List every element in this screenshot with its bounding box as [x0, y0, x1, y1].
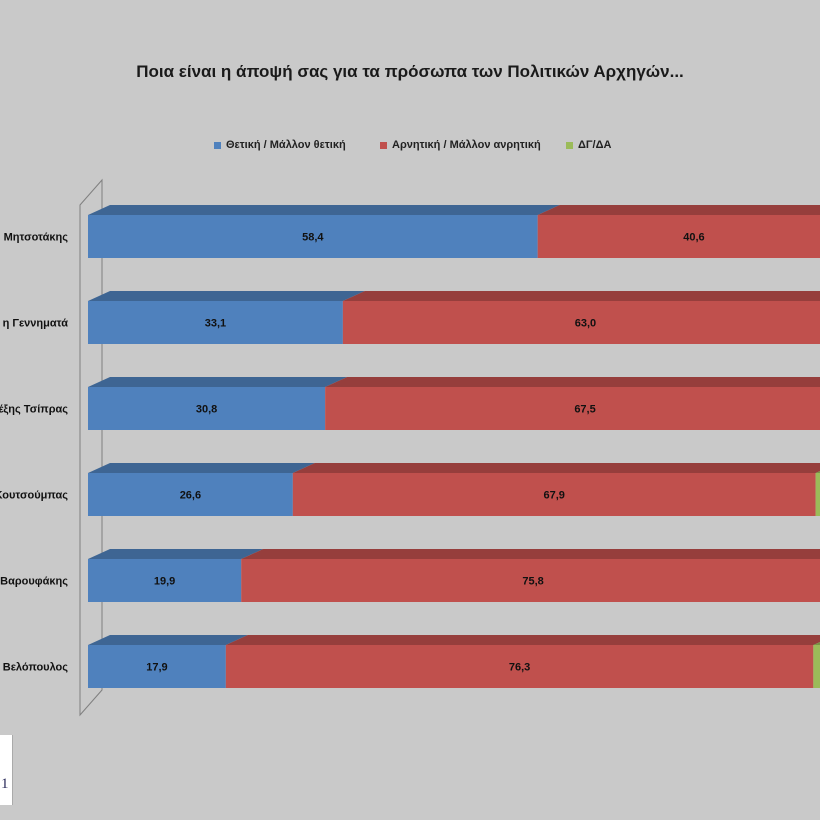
chart-legend: Θετική / Μάλλον θετική Αρνητική / Μάλλον…: [0, 139, 820, 155]
bar-negative-5: [225, 645, 814, 688]
bar-top-negative-1: [342, 291, 820, 301]
legend-swatch-positive: [214, 141, 221, 149]
category-label-1: η Γεννηματά: [3, 318, 69, 330]
bar-positive-2: [88, 387, 326, 430]
data-label-negative-1: 63,0: [575, 318, 596, 330]
bar-top-positive-5: [88, 635, 248, 645]
legend-label-undecided: ΔΓ/ΔΑ: [578, 139, 612, 151]
bar-top-positive-4: [88, 549, 264, 559]
legend-swatch-negative: [380, 141, 387, 149]
legend-label-positive: Θετική / Μάλλον θετική: [226, 139, 346, 151]
corner-frame: [0, 735, 13, 805]
legend-item-positive: Θετική / Μάλλον θετική: [214, 139, 346, 151]
bar-top-positive-2: [88, 377, 348, 387]
axis-wall: [79, 178, 103, 717]
category-label-5: Βελόπουλος: [3, 662, 69, 674]
data-label-positive-0: 58,4: [302, 232, 324, 244]
bar-undecided-3: [815, 473, 820, 516]
data-label-negative-4: 75,8: [522, 576, 543, 588]
bar-positive-0: [88, 215, 538, 258]
bar-negative-4: [241, 559, 820, 602]
bar-undecided-5: [813, 645, 820, 688]
data-label-positive-5: 17,9: [146, 662, 167, 674]
data-label-negative-5: 76,3: [509, 662, 530, 674]
bar-top-positive-3: [88, 463, 315, 473]
bar-top-undecided-3: [815, 471, 820, 473]
bar-negative-1: [342, 301, 820, 344]
data-label-positive-1: 33,1: [205, 318, 226, 330]
chart-title: Ποια είναι η άποψή σας για τα πρόσωπα τω…: [136, 62, 684, 81]
bar-negative-3: [292, 473, 816, 516]
data-label-positive-3: 26,6: [180, 490, 201, 502]
bar-top-positive-1: [88, 291, 365, 301]
legend-label-negative: Αρνητική / Μάλλον ανρητική: [392, 139, 541, 151]
data-label-negative-3: 67,9: [544, 490, 565, 502]
corner-text: 1: [1, 776, 9, 792]
bar-top-positive-0: [88, 205, 560, 215]
legend-item-negative: Αρνητική / Μάλλον ανρητική: [380, 139, 541, 151]
legend-item-undecided: ΔΓ/ΔΑ: [566, 139, 611, 151]
data-label-negative-0: 40,6: [683, 232, 704, 244]
bar-top-negative-2: [325, 377, 820, 387]
bar-positive-1: [88, 301, 343, 344]
data-label-positive-4: 19,9: [154, 576, 175, 588]
bar-top-negative-0: [537, 205, 820, 215]
bar-negative-2: [325, 387, 820, 430]
category-label-3: Κουτσούμπας: [0, 490, 68, 502]
data-label-positive-2: 30,8: [196, 404, 217, 416]
category-label-2: έξης Τσίπρας: [0, 404, 68, 416]
bar-top-negative-3: [292, 463, 820, 473]
data-label-negative-2: 67,5: [574, 404, 595, 416]
bar-negative-0: [537, 215, 820, 258]
bar-top-undecided-5: [813, 641, 820, 645]
bar-top-negative-4: [241, 549, 820, 559]
bar-positive-3: [88, 473, 293, 516]
legend-swatch-undecided: [566, 141, 573, 149]
bar-positive-4: [88, 559, 242, 602]
category-label-0: Μητσοτάκης: [4, 232, 69, 244]
bar-top-negative-5: [225, 635, 820, 645]
bar-positive-5: [88, 645, 226, 688]
category-label-4: Βαρουφάκης: [0, 576, 68, 588]
